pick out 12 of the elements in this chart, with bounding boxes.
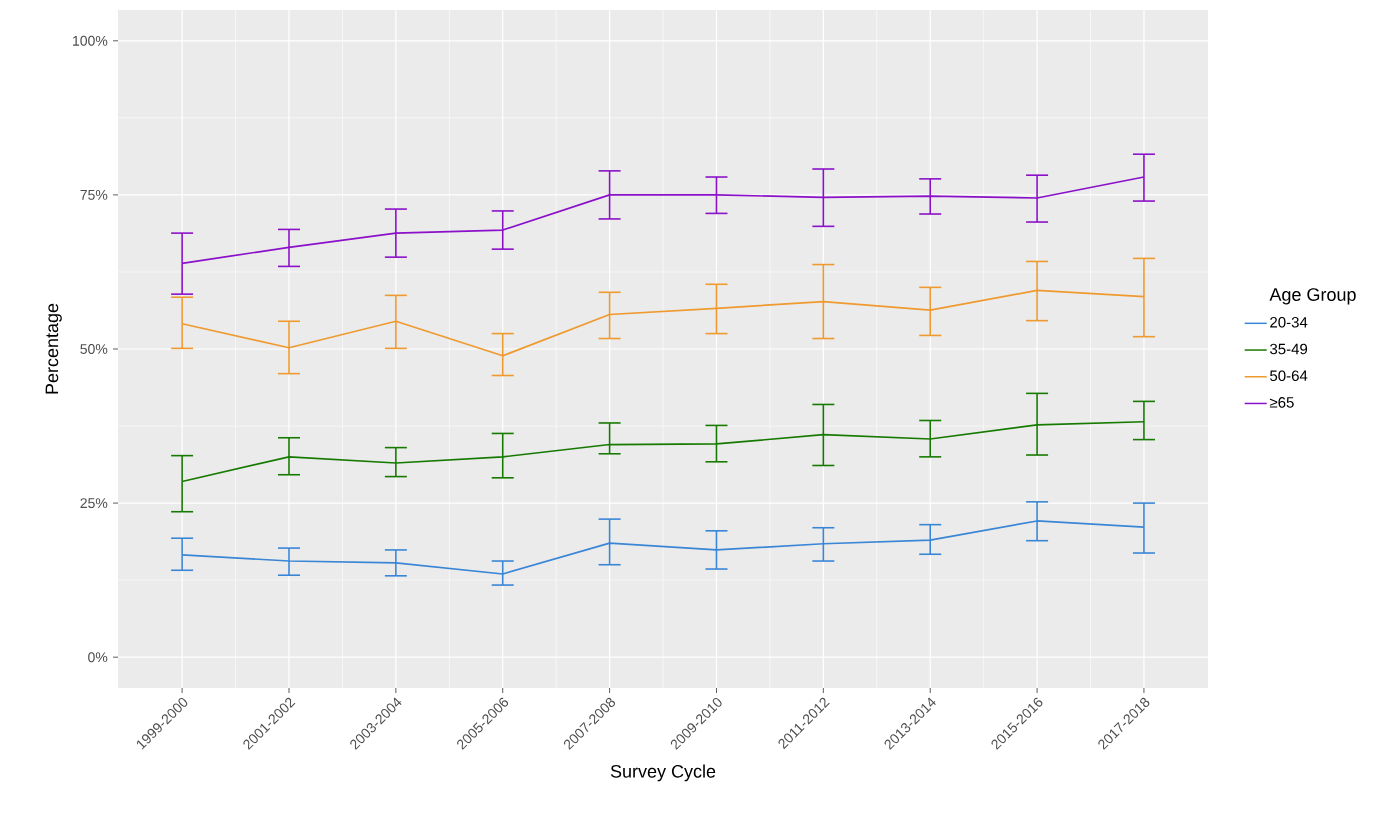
legend-label: 20-34 xyxy=(1270,316,1308,328)
y-axis-title: Percentage xyxy=(45,303,62,394)
y-tick-label: 50% xyxy=(80,344,108,354)
legend-title: Age Group xyxy=(1269,288,1356,305)
legend-label: ≥65 xyxy=(1269,397,1294,408)
legend-label: 50-64 xyxy=(1270,370,1308,382)
y-tick-label: 25% xyxy=(80,498,108,509)
y-tick-label: 0% xyxy=(88,652,108,663)
y-tick-label: 75% xyxy=(80,189,108,200)
x-axis-title: Survey Cycle xyxy=(610,764,716,782)
y-tick-label: 100% xyxy=(73,35,108,46)
legend-label: 35-49 xyxy=(1270,343,1308,355)
